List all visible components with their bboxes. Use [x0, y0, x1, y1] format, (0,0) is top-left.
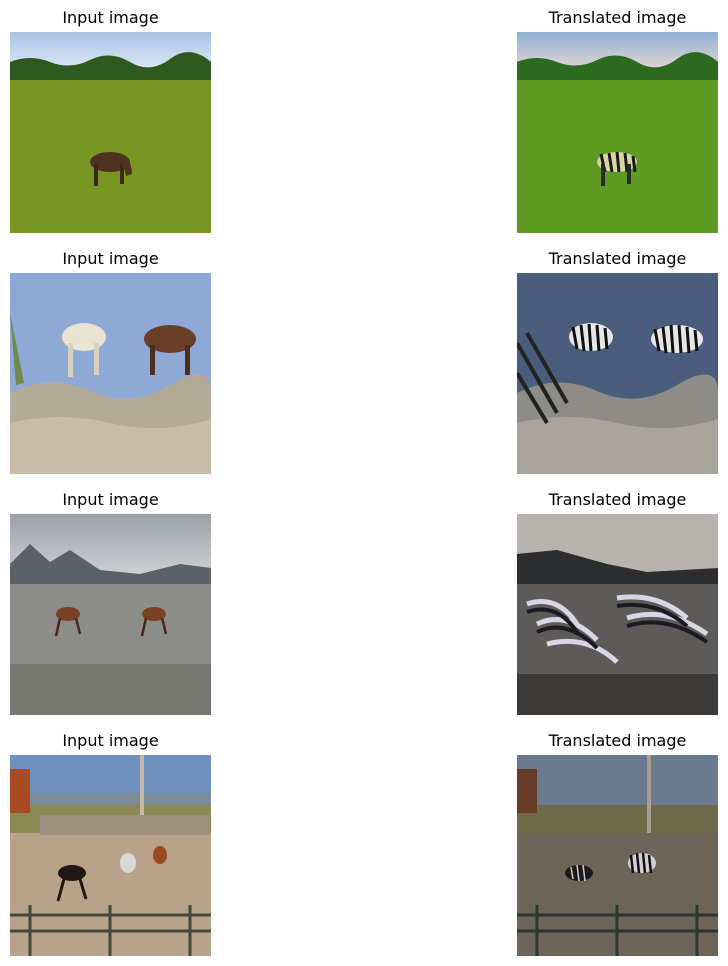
input-title-3: Input image	[62, 490, 159, 509]
output-image-2	[517, 273, 718, 474]
output-title-4: Translated image	[548, 731, 687, 750]
input-image-4	[10, 755, 211, 956]
output-title-1: Translated image	[548, 8, 687, 27]
input-image-3	[10, 514, 211, 715]
input-image-2	[10, 273, 211, 474]
output-title-2: Translated image	[548, 249, 687, 268]
output-title-3: Translated image	[548, 490, 687, 509]
output-image-1	[517, 32, 718, 233]
input-title-1: Input image	[62, 8, 159, 27]
input-image-1	[10, 32, 211, 233]
output-image-3	[517, 514, 718, 715]
input-title-4: Input image	[62, 731, 159, 750]
input-title-2: Input image	[62, 249, 159, 268]
output-image-4	[517, 755, 718, 956]
